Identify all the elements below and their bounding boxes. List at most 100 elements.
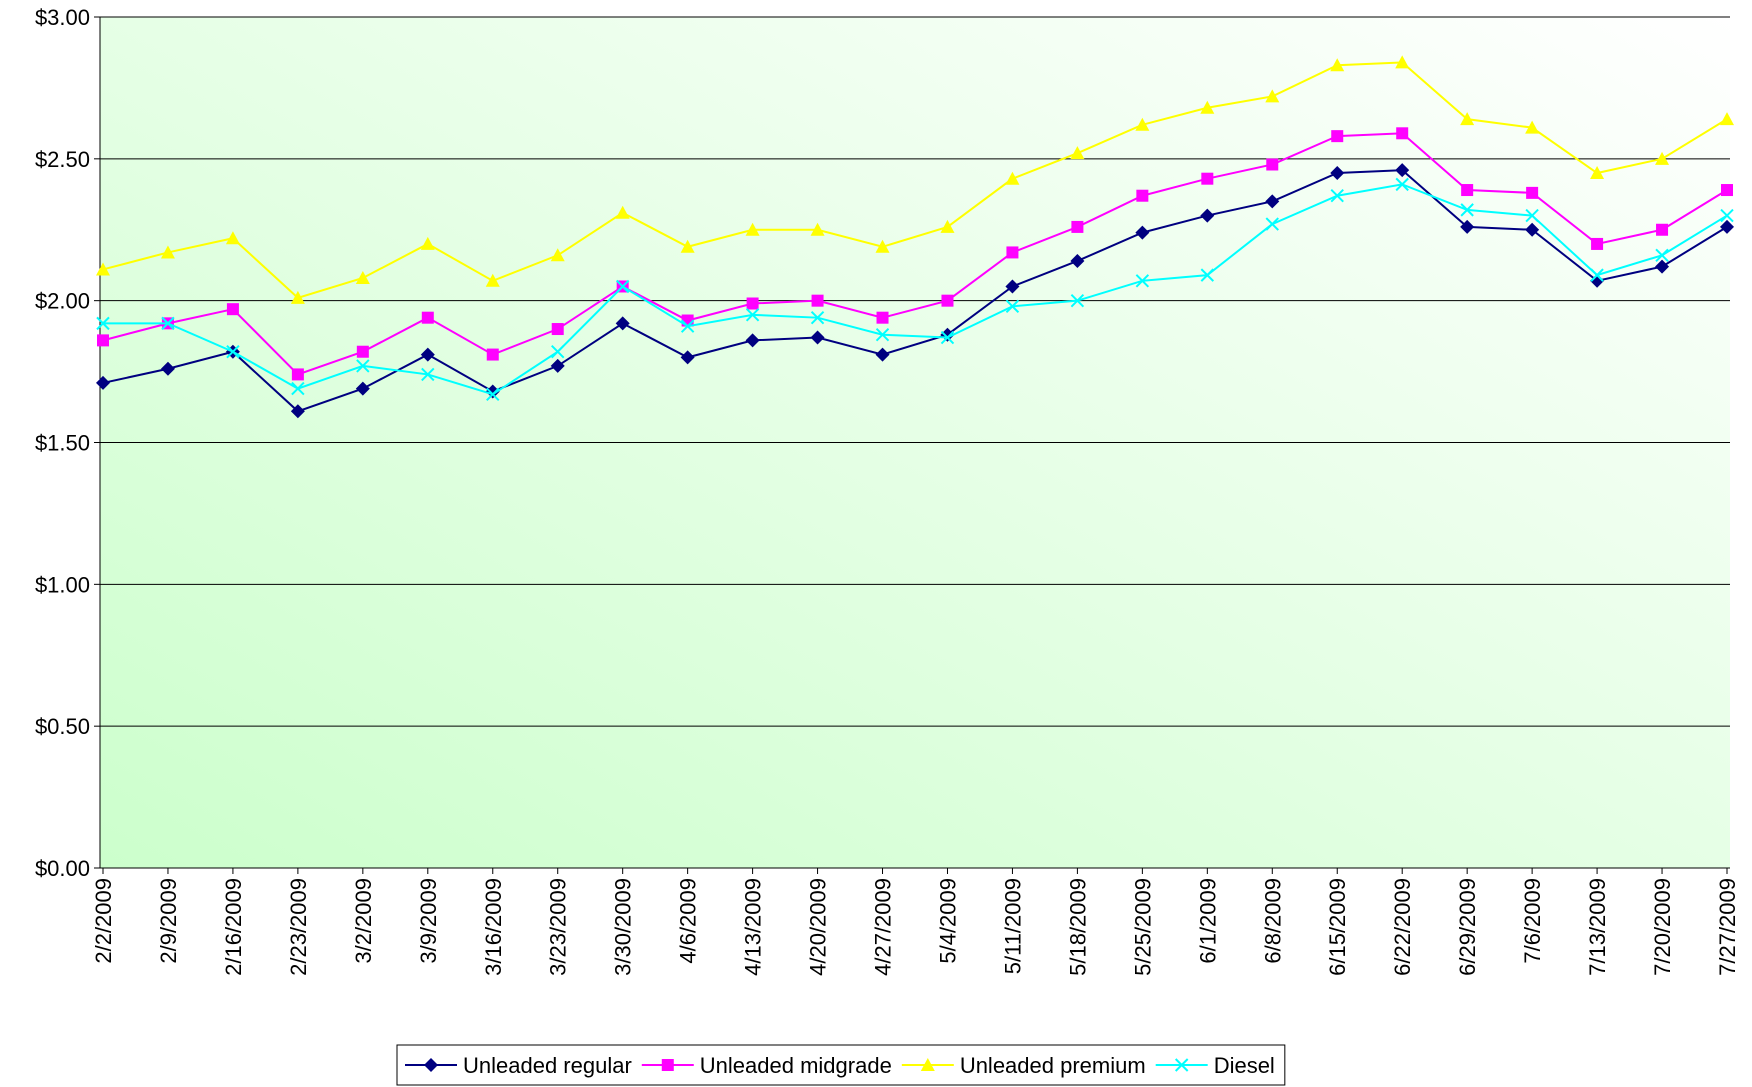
marker xyxy=(1201,172,1214,185)
marker xyxy=(290,290,305,304)
marker xyxy=(225,231,240,245)
marker xyxy=(420,347,435,362)
marker xyxy=(1721,184,1733,197)
marker xyxy=(811,294,824,307)
marker xyxy=(355,270,370,284)
marker xyxy=(1655,151,1670,165)
marker xyxy=(551,323,564,336)
marker xyxy=(1330,58,1345,72)
marker xyxy=(1525,222,1540,237)
marker xyxy=(290,404,305,419)
marker xyxy=(421,311,434,324)
marker xyxy=(1135,225,1150,240)
series-line xyxy=(102,61,1728,299)
marker xyxy=(1200,208,1215,223)
legend-label: Diesel xyxy=(1214,1053,1275,1078)
marker xyxy=(420,236,435,250)
marker xyxy=(424,1058,438,1072)
marker xyxy=(1655,248,1669,262)
marker xyxy=(941,294,954,307)
marker xyxy=(226,303,239,316)
y-tick-label: $0.50 xyxy=(35,714,90,739)
legend-label: Unleaded regular xyxy=(463,1053,632,1078)
marker xyxy=(1526,186,1539,199)
marker xyxy=(1136,189,1149,202)
legend-label: Unleaded midgrade xyxy=(700,1053,892,1078)
x-tick-label: 3/23/2009 xyxy=(546,878,571,976)
x-tick-label: 4/20/2009 xyxy=(806,878,831,976)
marker xyxy=(1330,189,1344,203)
marker xyxy=(1460,203,1474,217)
marker xyxy=(97,334,109,347)
marker xyxy=(745,333,760,348)
marker xyxy=(1590,166,1605,180)
marker xyxy=(160,361,175,376)
marker xyxy=(615,279,630,294)
marker xyxy=(1135,117,1150,131)
marker xyxy=(1070,253,1085,268)
marker xyxy=(1656,223,1669,236)
marker xyxy=(356,359,370,373)
x-tick-label: 2/2/2009 xyxy=(91,878,116,964)
marker xyxy=(615,316,630,331)
marker xyxy=(1396,127,1409,140)
x-tick-label: 2/16/2009 xyxy=(221,878,246,976)
marker xyxy=(1174,1058,1189,1072)
marker xyxy=(875,327,890,342)
marker xyxy=(746,297,759,310)
marker xyxy=(1591,237,1604,250)
marker xyxy=(1266,158,1279,171)
marker xyxy=(226,345,240,359)
series-line xyxy=(103,183,1728,396)
x-tick-label: 5/18/2009 xyxy=(1065,878,1090,976)
marker xyxy=(940,330,955,345)
marker xyxy=(1720,112,1734,126)
marker xyxy=(1006,246,1019,259)
marker xyxy=(680,350,695,365)
marker xyxy=(1200,268,1215,282)
x-tick-label: 4/13/2009 xyxy=(741,878,766,976)
legend-box xyxy=(396,1044,1286,1086)
x-tick-label: 2/9/2009 xyxy=(156,878,181,964)
marker xyxy=(1265,89,1280,103)
y-tick-label: $2.50 xyxy=(35,147,90,172)
marker xyxy=(96,262,110,276)
marker xyxy=(1005,279,1020,294)
legend: Unleaded regular Unleaded midgrade Unleade… xyxy=(396,1044,1286,1086)
marker xyxy=(875,347,890,362)
marker xyxy=(96,316,110,331)
marker xyxy=(875,239,890,253)
x-tick-label: 4/27/2009 xyxy=(871,878,896,976)
x-tick-label: 5/25/2009 xyxy=(1130,878,1155,976)
marker xyxy=(661,1059,674,1071)
marker xyxy=(1005,171,1020,185)
marker xyxy=(1331,130,1344,143)
marker xyxy=(1071,220,1084,233)
x-tick-label: 6/1/2009 xyxy=(1195,878,1220,964)
marker xyxy=(1395,177,1409,192)
marker xyxy=(1720,208,1734,223)
marker xyxy=(551,345,565,359)
marker xyxy=(1265,194,1280,209)
marker xyxy=(940,219,955,233)
marker xyxy=(1070,293,1085,308)
marker xyxy=(680,319,695,333)
marker xyxy=(550,358,565,373)
marker xyxy=(1265,217,1279,231)
marker xyxy=(810,222,825,236)
x-tick-label: 6/29/2009 xyxy=(1455,878,1480,976)
x-tick-label: 3/2/2009 xyxy=(351,878,376,964)
marker xyxy=(485,273,500,287)
marker xyxy=(1005,299,1020,314)
marker xyxy=(1590,268,1604,282)
x-tick-label: 7/20/2009 xyxy=(1650,878,1675,976)
x-tick-label: 6/15/2009 xyxy=(1325,878,1350,976)
y-tick-label: $1.50 xyxy=(35,431,90,456)
marker xyxy=(1720,219,1734,234)
marker xyxy=(550,248,565,262)
legend-label: Unleaded premium xyxy=(960,1053,1146,1078)
marker xyxy=(810,330,825,345)
x-tick-label: 7/6/2009 xyxy=(1520,878,1545,964)
marker xyxy=(291,381,305,396)
marker xyxy=(1460,219,1475,234)
